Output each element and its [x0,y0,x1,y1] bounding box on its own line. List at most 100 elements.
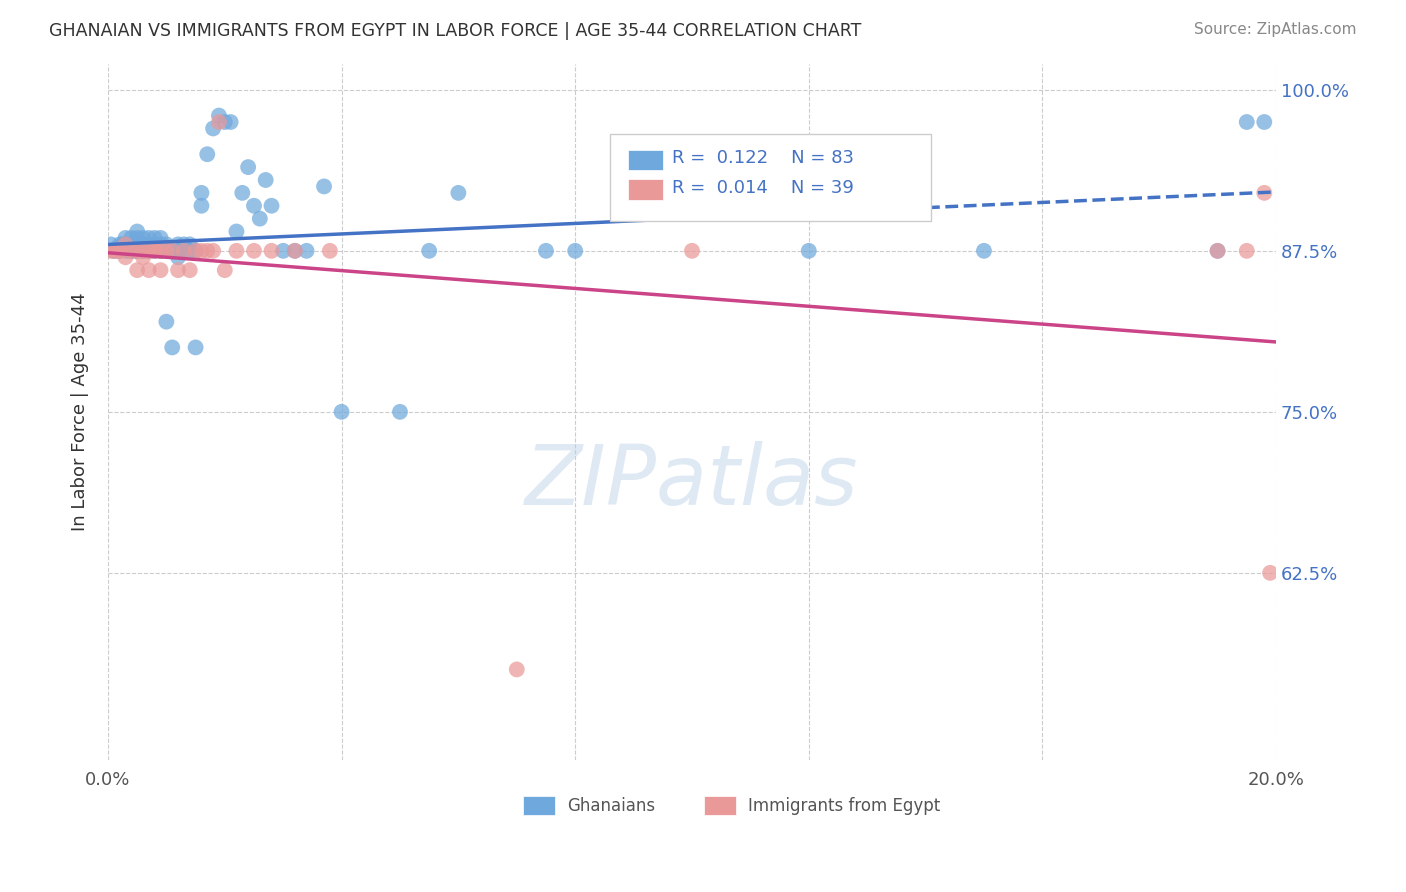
Point [155,237,177,252]
Point [132,244,155,258]
Point [103,244,125,258]
Point [143,244,166,258]
Point [160,340,183,354]
Point [114,231,136,245]
Point [195,147,218,161]
Point [179,237,201,252]
Point [1236,244,1258,258]
Point [534,244,557,258]
Point [149,237,172,252]
Point [295,244,318,258]
Text: Ghanaians: Ghanaians [567,797,655,814]
Point [195,244,218,258]
Point [149,244,172,258]
Point [506,663,529,677]
Point [120,231,142,245]
Point [149,263,172,277]
Point [108,237,131,252]
FancyBboxPatch shape [610,134,931,220]
Point [1258,566,1281,580]
Point [202,121,225,136]
Point [167,263,190,277]
Point [138,244,160,258]
Text: GHANAIAN VS IMMIGRANTS FROM EGYPT IN LABOR FORCE | AGE 35-44 CORRELATION CHART: GHANAIAN VS IMMIGRANTS FROM EGYPT IN LAB… [49,22,862,40]
Point [160,244,183,258]
Point [973,244,995,258]
Point [173,244,195,258]
Point [143,244,166,258]
Point [105,244,128,258]
Point [312,179,335,194]
Point [135,237,157,252]
Point [143,244,166,258]
Point [243,199,266,213]
Point [214,115,236,129]
Point [111,237,134,252]
Point [127,263,149,277]
Point [564,244,586,258]
Point [114,250,136,264]
Point [1206,244,1229,258]
Point [117,244,139,258]
Point [127,237,149,252]
Point [208,109,231,123]
Point [284,244,307,258]
Point [138,263,160,277]
Point [190,186,212,200]
Point [120,244,142,258]
Point [190,244,212,258]
Point [141,244,163,258]
Point [447,186,470,200]
Point [149,244,172,258]
Point [190,199,212,213]
Point [114,244,136,258]
Point [100,244,122,258]
Point [127,244,149,258]
Point [254,173,277,187]
Point [149,231,172,245]
Point [249,211,271,226]
Point [1236,115,1258,129]
Point [132,237,155,252]
Point [155,315,177,329]
Point [243,244,266,258]
Point [260,244,283,258]
Point [260,199,283,213]
Point [167,237,190,252]
Point [100,237,122,252]
Point [208,115,231,129]
Point [167,244,190,258]
Point [236,160,259,174]
Text: Source: ZipAtlas.com: Source: ZipAtlas.com [1194,22,1357,37]
Point [138,244,160,258]
Point [138,244,160,258]
Point [225,225,247,239]
Point [143,231,166,245]
Point [132,244,155,258]
Point [105,244,128,258]
Text: R =  0.014    N = 39: R = 0.014 N = 39 [672,179,853,197]
Y-axis label: In Labor Force | Age 35-44: In Labor Force | Age 35-44 [72,293,89,531]
Point [143,237,166,252]
Point [108,244,131,258]
Point [129,244,152,258]
Point [173,244,195,258]
Point [418,244,440,258]
Text: R =  0.122    N = 83: R = 0.122 N = 83 [672,149,853,167]
Bar [523,796,555,815]
Point [681,244,703,258]
Point [167,250,190,264]
Point [155,244,177,258]
Point [184,244,207,258]
Point [120,237,142,252]
Point [184,340,207,354]
Point [127,231,149,245]
Point [202,244,225,258]
Bar [627,178,662,200]
Point [143,244,166,258]
Point [271,244,294,258]
Point [127,225,149,239]
Point [149,244,172,258]
Point [319,244,342,258]
Point [1253,115,1275,129]
